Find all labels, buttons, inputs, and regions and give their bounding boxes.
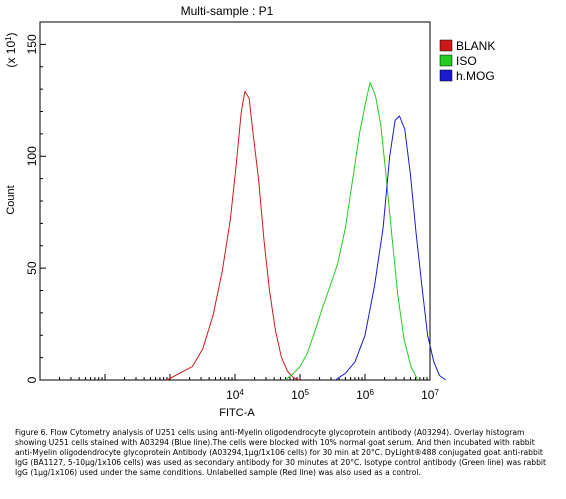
legend-label: ISO: [456, 54, 477, 68]
legend-swatch: [439, 39, 453, 52]
chart-title: Multi-sample : P1: [181, 4, 274, 18]
legend-swatch: [439, 69, 453, 82]
figure-caption: Figure 6. Flow Cytometry analysis of U25…: [15, 428, 551, 478]
y-tick-label: 50: [25, 261, 39, 275]
series-line-iso: [285, 81, 419, 381]
series-line-h-mog: [335, 115, 447, 381]
y-axis-label: Count: [5, 185, 17, 214]
y-axis-ticks: 0 50 100 150: [25, 34, 46, 383]
series-line-blank: [166, 90, 300, 381]
plot-frame: [39, 21, 431, 381]
x-tick-label: 104: [226, 388, 244, 403]
y-tick-label: 100: [25, 146, 39, 166]
x-tick-label: 107: [421, 388, 439, 403]
y-multiplier-label: (x 101): [4, 32, 19, 67]
legend-label: BLANK: [456, 39, 495, 53]
x-axis-label: FITC-A: [219, 407, 255, 419]
x-axis-ticks: 104 105 106 107: [39, 374, 439, 403]
x-tick-label: 105: [291, 388, 309, 403]
flow-cytometry-chart: Multi-sample : P1 (x 101) Count FITC-A 0…: [4, 4, 496, 419]
legend-label: h.MOG: [456, 69, 495, 83]
y-tick-label: 0: [25, 376, 39, 383]
x-tick-label: 106: [356, 388, 374, 403]
caption-text: Figure 6. Flow Cytometry analysis of U25…: [15, 428, 547, 477]
legend-swatch: [439, 54, 453, 67]
y-tick-label: 150: [25, 34, 39, 54]
series-layer: [166, 81, 447, 381]
